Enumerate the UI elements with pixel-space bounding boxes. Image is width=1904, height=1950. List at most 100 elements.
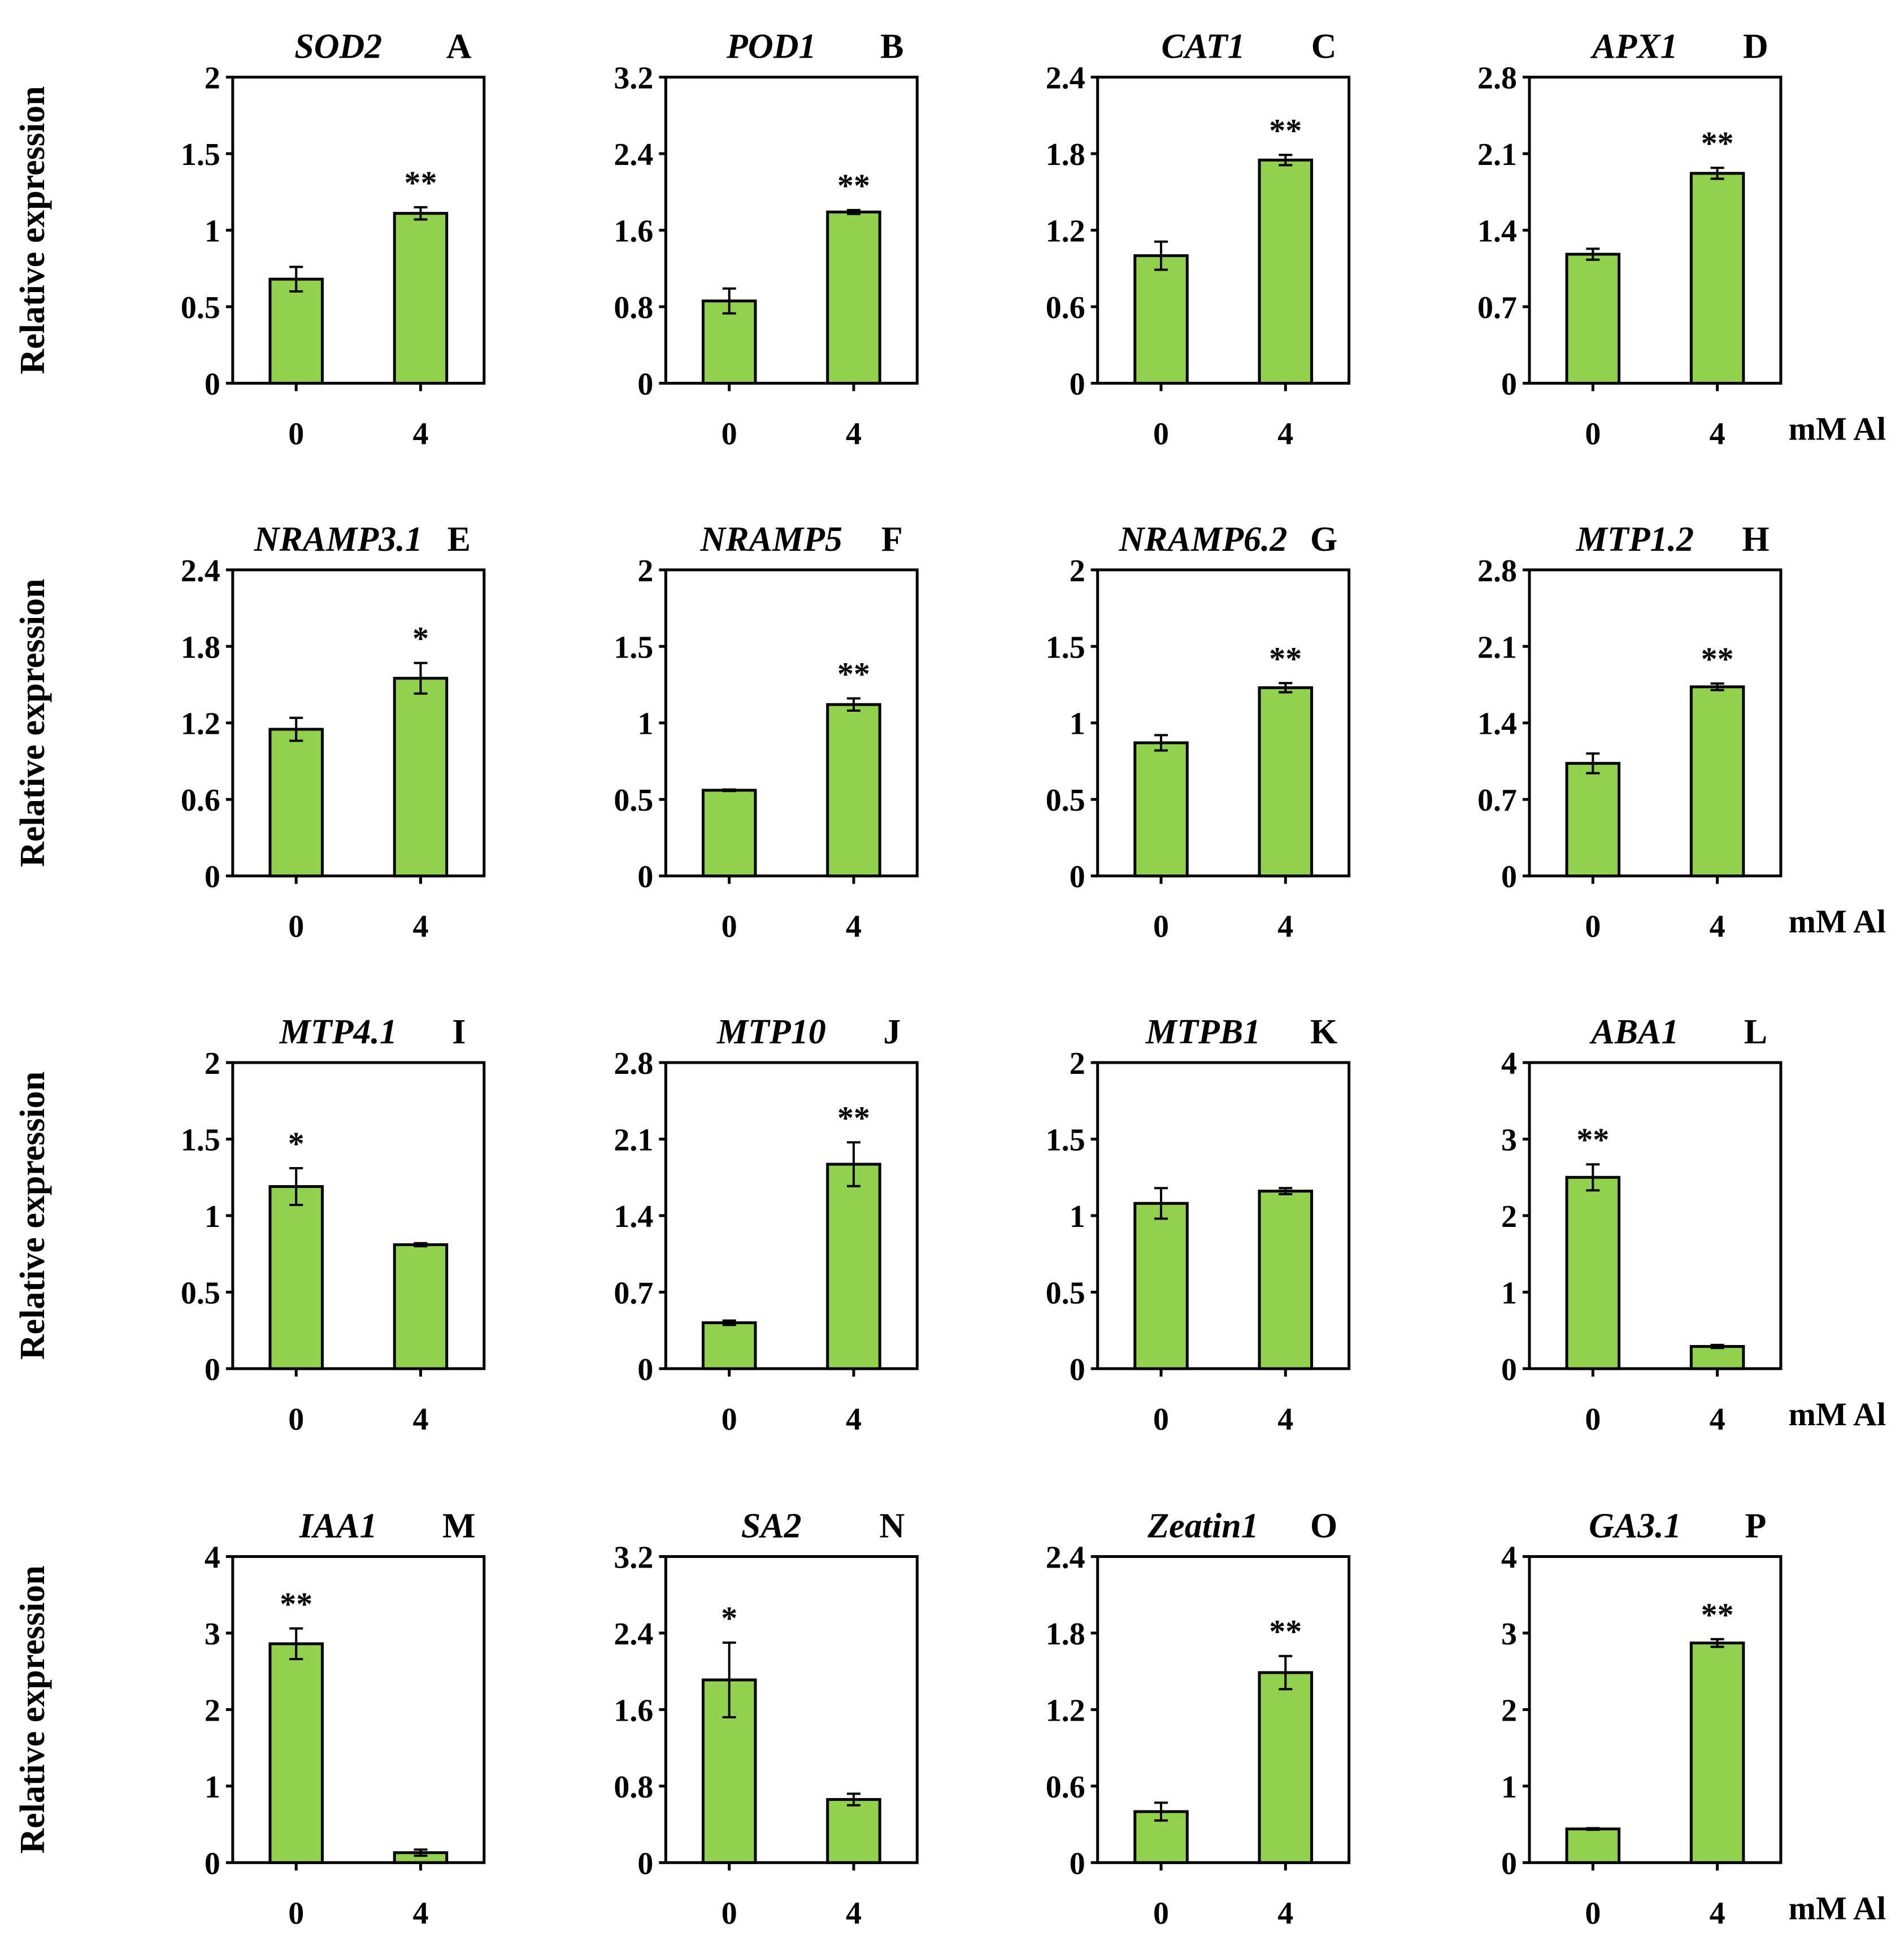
x-tick-label: 0 bbox=[1585, 416, 1601, 451]
significance-marker: ** bbox=[837, 167, 870, 204]
y-tick-label: 0.5 bbox=[614, 783, 653, 818]
y-tick-label: 0 bbox=[1501, 367, 1517, 402]
y-tick-label: 1.5 bbox=[181, 1122, 220, 1157]
panel-i: 0 0.5 1 1.5 2 0 * 4 MTP4.1 I bbox=[181, 1013, 486, 1437]
y-tick-label: 2.4 bbox=[1046, 1540, 1085, 1575]
x-tick-label: 4 bbox=[1710, 909, 1725, 944]
panel-b: 0 0.8 1.6 2.4 3.2 0 4 ** POD1 B bbox=[614, 28, 919, 451]
y-tick-label: 2.8 bbox=[1477, 61, 1517, 96]
y-tick-label: 0 bbox=[205, 1846, 220, 1881]
y-tick-label: 0 bbox=[637, 1846, 653, 1881]
bar-0 bbox=[268, 277, 324, 385]
x-tick-label: 0 bbox=[1153, 909, 1169, 944]
panel-letter: H bbox=[1742, 520, 1769, 559]
y-tick-label: 1.2 bbox=[1046, 1693, 1085, 1728]
y-tick-label: 0.7 bbox=[1477, 290, 1517, 325]
x-tick-label: 4 bbox=[846, 416, 862, 451]
panel-letter: G bbox=[1310, 520, 1337, 559]
y-tick-label: 1 bbox=[1070, 707, 1085, 742]
y-tick-label: 1.2 bbox=[1046, 214, 1085, 249]
y-tick-label: 0.8 bbox=[614, 290, 653, 325]
y-tick-label: 2 bbox=[205, 1693, 220, 1728]
y-tick-label: 3.2 bbox=[614, 1540, 653, 1575]
y-tick-label: 0 bbox=[1070, 1352, 1085, 1387]
y-tick-label: 3 bbox=[1501, 1122, 1517, 1157]
bar-4 bbox=[826, 703, 881, 878]
y-tick-label: 1.8 bbox=[1046, 1617, 1085, 1652]
significance-marker: ** bbox=[280, 1586, 312, 1622]
x-tick-label: 4 bbox=[1710, 1896, 1725, 1931]
y-tick-label: 3 bbox=[1501, 1617, 1517, 1652]
x-unit-label: mM Al bbox=[1789, 1396, 1886, 1433]
y-tick-label: 3 bbox=[205, 1617, 220, 1652]
y-tick-label: 1 bbox=[205, 1770, 220, 1805]
y-tick-label: 0.6 bbox=[181, 783, 220, 818]
x-tick-label: 0 bbox=[1585, 1402, 1601, 1437]
x-tick-label: 4 bbox=[1710, 416, 1725, 451]
gene-title: ABA1 bbox=[1589, 1013, 1679, 1051]
panel-m: 0 1 2 3 4 0 ** 4 IAA1 M bbox=[205, 1507, 486, 1931]
panel-p: 0 1 2 3 4 0 4 ** GA3.1 PmM Al bbox=[1501, 1507, 1886, 1931]
bar-4 bbox=[1689, 1642, 1745, 1864]
panel-o: 0 0.6 1.2 1.8 2.4 0 4 ** Zeatin1 O bbox=[1046, 1507, 1351, 1931]
panel-f: 0 0.5 1 1.5 2 0 4 ** NRAMP5 F bbox=[614, 520, 919, 944]
x-tick-label: 4 bbox=[412, 416, 428, 451]
y-tick-label: 0 bbox=[1501, 1352, 1517, 1387]
panel-l: 0 1 2 3 4 0 ** 4 ABA1 LmM Al bbox=[1501, 1013, 1886, 1437]
y-tick-label: 0.5 bbox=[181, 290, 220, 325]
y-tick-label: 2 bbox=[205, 1046, 220, 1081]
y-tick-label: 1 bbox=[1501, 1770, 1517, 1805]
x-tick-label: 0 bbox=[721, 416, 737, 451]
bar-4 bbox=[393, 677, 449, 878]
gene-title: MTP10 bbox=[716, 1013, 826, 1051]
gene-title: SA2 bbox=[741, 1507, 802, 1545]
bar-0 bbox=[1565, 1176, 1621, 1370]
x-tick-label: 4 bbox=[412, 1402, 428, 1437]
significance-marker: ** bbox=[1269, 1613, 1302, 1650]
y-tick-label: 2.1 bbox=[614, 1122, 653, 1157]
panel-c: 0 0.6 1.2 1.8 2.4 0 4 ** CAT1 C bbox=[1046, 28, 1351, 451]
gene-title: APX1 bbox=[1590, 28, 1678, 66]
x-tick-label: 0 bbox=[1153, 416, 1169, 451]
panel-j: 0 0.7 1.4 2.1 2.8 0 4 ** MTP10 J bbox=[614, 1013, 919, 1437]
panel-letter: K bbox=[1310, 1013, 1337, 1051]
bar-4 bbox=[1258, 1671, 1314, 1864]
bar-4 bbox=[393, 1243, 449, 1370]
x-tick-label: 0 bbox=[288, 416, 304, 451]
y-tick-label: 1.6 bbox=[614, 214, 653, 249]
y-tick-label: 0 bbox=[205, 860, 220, 895]
y-tick-label: 2 bbox=[205, 61, 220, 96]
y-tick-label: 1.5 bbox=[614, 630, 653, 665]
significance-marker: ** bbox=[1269, 640, 1302, 677]
x-tick-label: 4 bbox=[846, 1402, 862, 1437]
y-tick-label: 0.5 bbox=[1046, 783, 1085, 818]
y-tick-label: 2 bbox=[637, 554, 653, 589]
bar-4 bbox=[1689, 172, 1745, 385]
y-tick-label: 1.4 bbox=[1477, 214, 1517, 249]
panel-e: 0 0.6 1.2 1.8 2.4 0 4 * NRAMP3.1 E bbox=[181, 520, 486, 944]
y-tick-label: 1 bbox=[205, 214, 220, 249]
panel-letter: A bbox=[446, 28, 472, 66]
y-tick-label: 1.8 bbox=[1046, 137, 1085, 172]
y-tick-label: 0.5 bbox=[1046, 1276, 1085, 1311]
gene-title: POD1 bbox=[726, 28, 816, 66]
y-tick-label: 1.4 bbox=[614, 1199, 653, 1234]
y-tick-label: 1.5 bbox=[1046, 1122, 1085, 1157]
y-tick-label: 0 bbox=[205, 1352, 220, 1387]
x-tick-label: 4 bbox=[1277, 1402, 1293, 1437]
panel-letter: J bbox=[883, 1013, 901, 1051]
bar-0 bbox=[701, 1321, 757, 1370]
panel-letter: E bbox=[447, 520, 471, 559]
bar-4 bbox=[1689, 1345, 1745, 1370]
y-tick-label: 0.8 bbox=[614, 1770, 653, 1805]
y-tick-label: 2.1 bbox=[1477, 630, 1517, 665]
significance-marker: ** bbox=[837, 1099, 870, 1136]
significance-marker: ** bbox=[837, 655, 870, 692]
y-tick-label: 1.6 bbox=[614, 1693, 653, 1728]
y-tick-label: 0 bbox=[1501, 860, 1517, 895]
x-tick-label: 0 bbox=[1585, 909, 1601, 944]
significance-marker: ** bbox=[404, 164, 437, 201]
bar-4 bbox=[393, 212, 449, 385]
x-tick-label: 4 bbox=[846, 909, 862, 944]
y-tick-label: 0 bbox=[205, 367, 220, 402]
